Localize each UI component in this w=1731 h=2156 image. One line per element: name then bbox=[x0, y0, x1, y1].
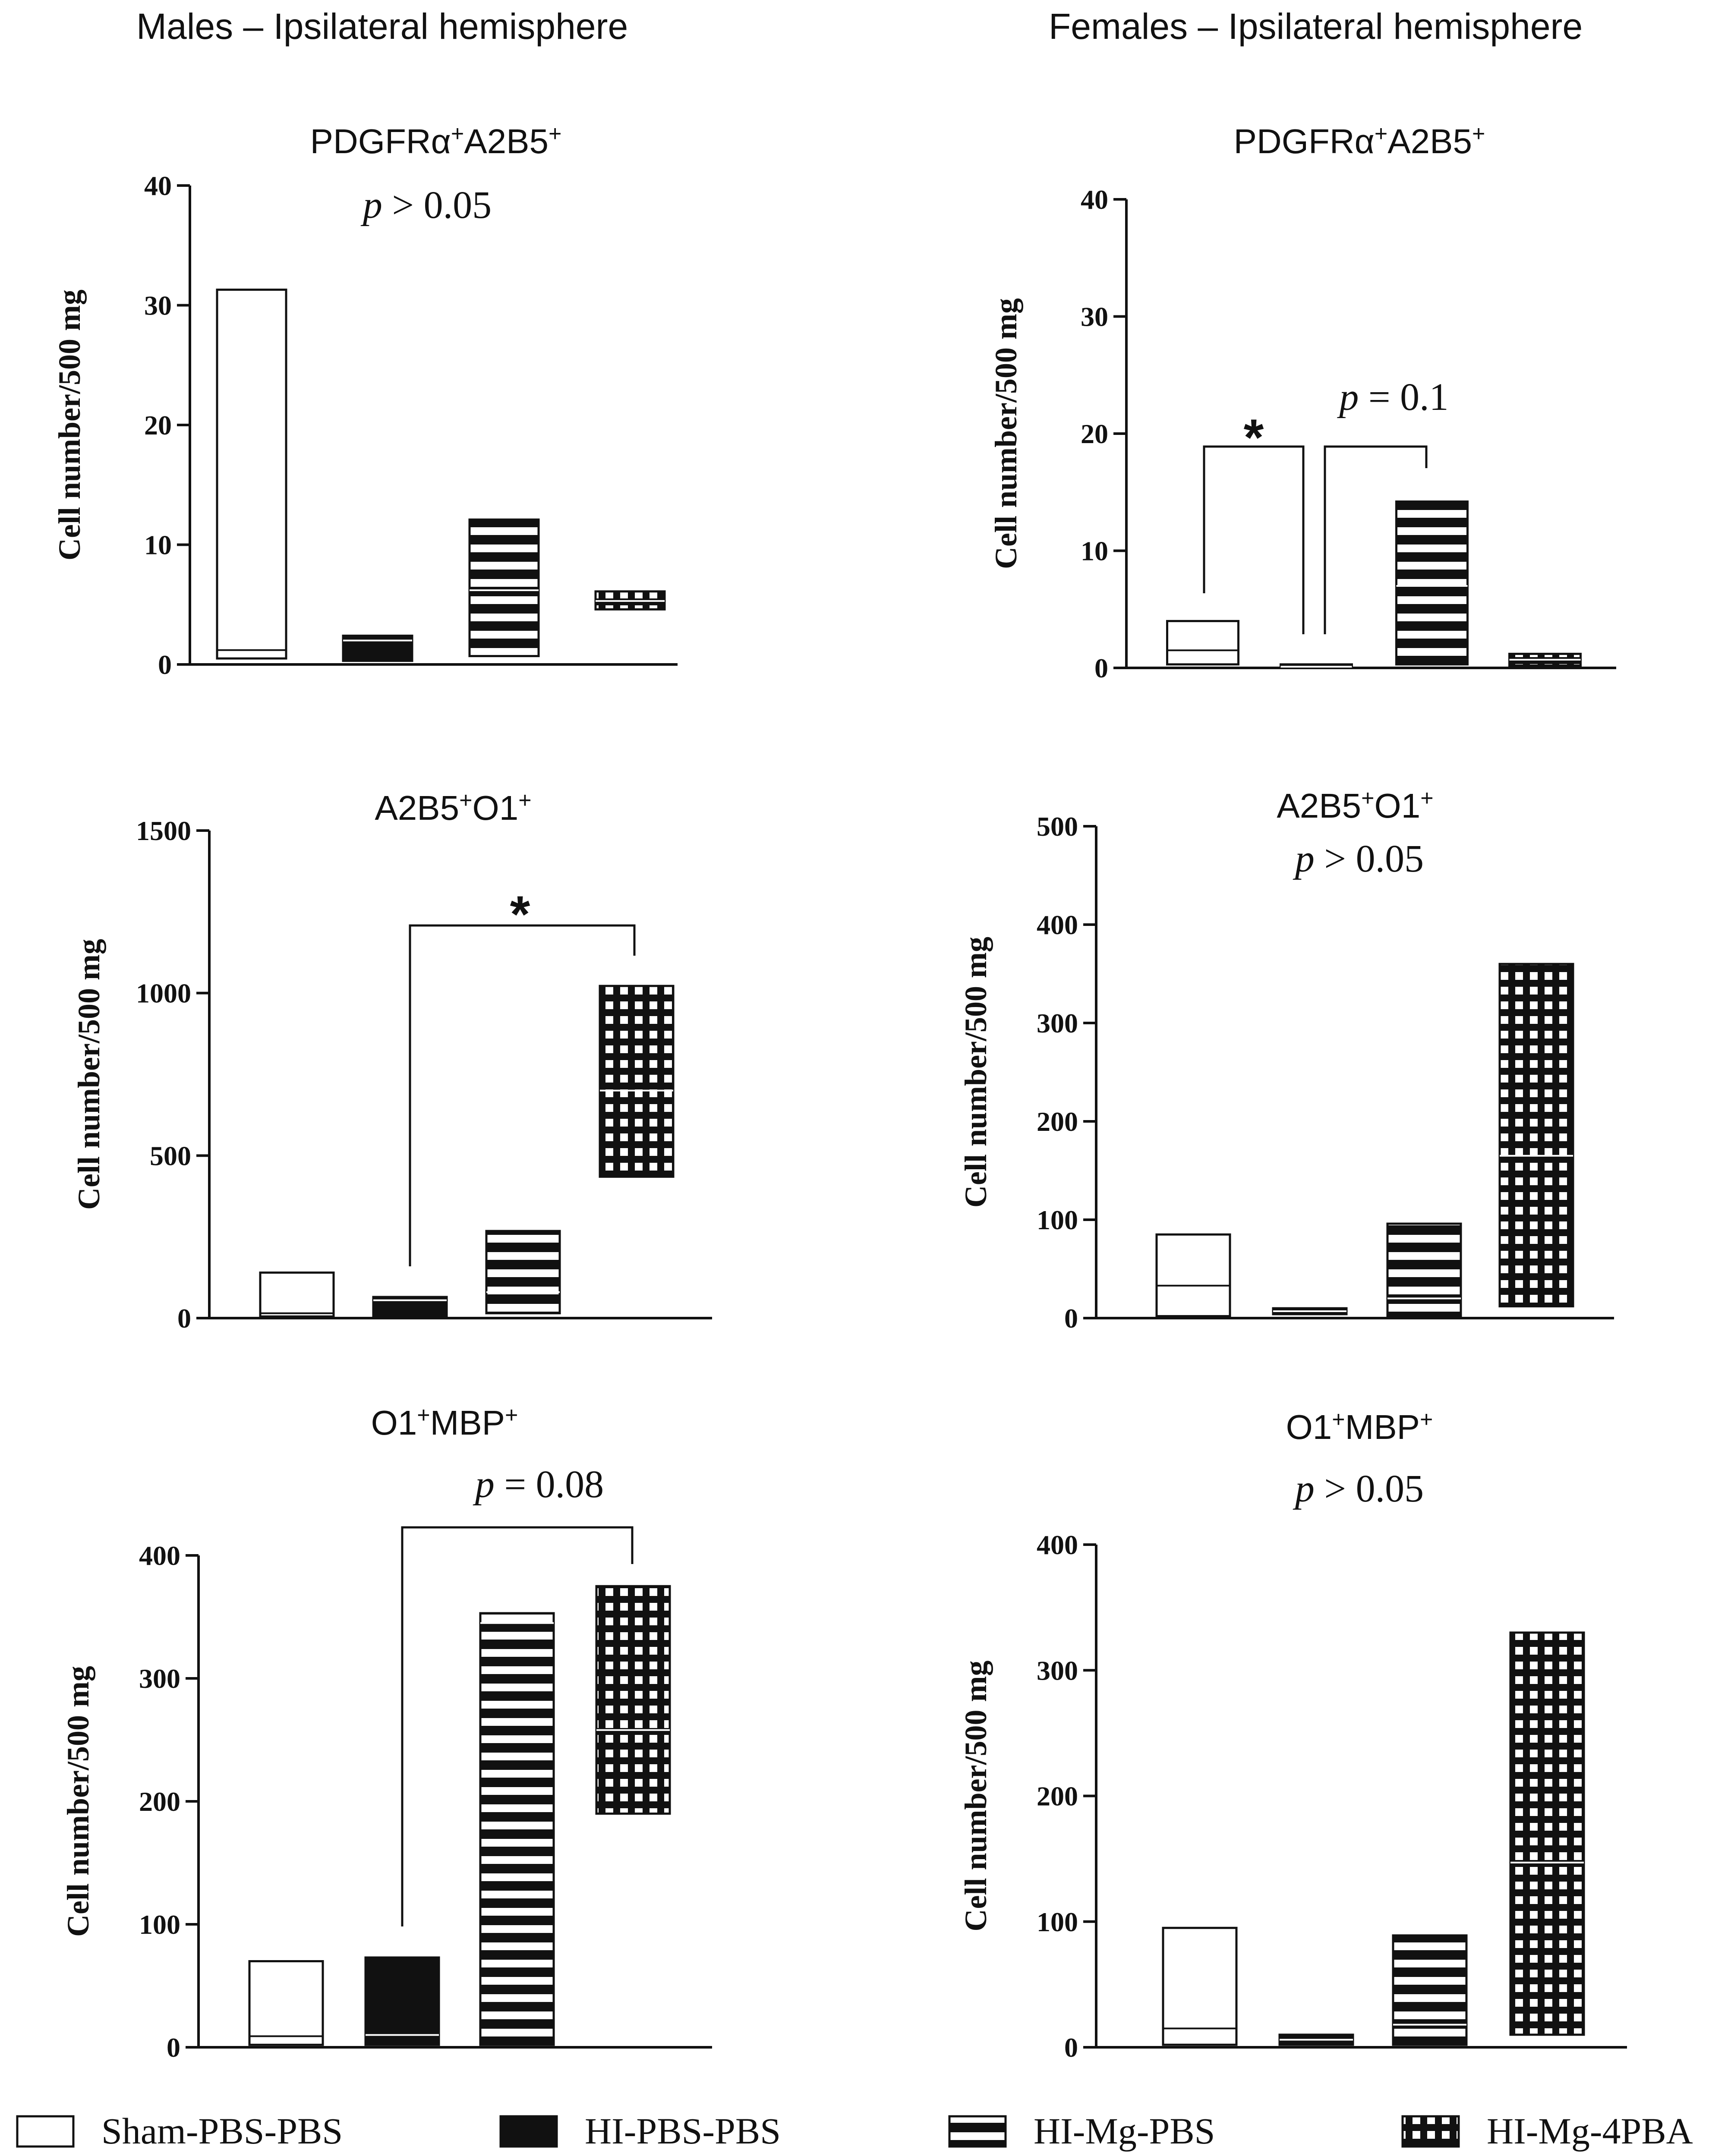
significance-bracket bbox=[1203, 445, 1305, 634]
panel-title: O1+MBP+ bbox=[1286, 1407, 1433, 1446]
y-tick-label: 40 bbox=[144, 170, 172, 201]
significance-bracket bbox=[409, 924, 636, 1266]
y-tick-label: 0 bbox=[1064, 1303, 1078, 1334]
bar-hi-mg-pbs bbox=[485, 1230, 561, 1315]
significance-bracket bbox=[401, 1526, 634, 1926]
y-tick-label: 400 bbox=[1037, 1530, 1078, 1560]
bar-hi-mg-pbs bbox=[479, 1612, 555, 2046]
y-tick-label: 300 bbox=[139, 1663, 180, 1694]
y-tick-label: 20 bbox=[144, 410, 172, 441]
stat-annotation: p = 0.1 bbox=[1337, 376, 1448, 419]
legend-label: HI-Mg-PBS bbox=[1034, 2110, 1215, 2152]
y-axis-label: Cell number/500 mg bbox=[959, 1661, 993, 1932]
legend-swatch bbox=[499, 2115, 558, 2148]
y-axis-label: Cell number/500 mg bbox=[989, 298, 1023, 569]
chart-panel-males-a2b5-o1: A2B5+O1+ 0 500 1000 1500 Cell number/500 mg * bbox=[72, 788, 712, 1334]
chart-panel-females-a2b5-o1: A2B5+O1+ 0 100 200 300 400 500 Cell number/500 … bbox=[959, 786, 1614, 1334]
stat-annotation: p = 0.08 bbox=[473, 1463, 604, 1506]
bar-sham-pbs-pbs bbox=[248, 1960, 324, 2046]
y-tick-label: 30 bbox=[144, 290, 172, 321]
bar-hi-mg-pbs bbox=[468, 518, 540, 658]
panel-title: A2B5+O1+ bbox=[375, 788, 531, 827]
stat-annotation: p > 0.05 bbox=[1293, 1467, 1424, 1510]
y-tick-label: 0 bbox=[1064, 2032, 1078, 2063]
y-tick-label: 400 bbox=[139, 1540, 180, 1571]
bar-hi-mg-4pba bbox=[595, 1585, 671, 1815]
y-tick-label: 30 bbox=[1081, 302, 1108, 332]
y-tick-label: 0 bbox=[167, 2032, 180, 2063]
bar-hi-mg-pbs bbox=[1395, 500, 1469, 666]
y-tick-label: 1000 bbox=[136, 978, 191, 1009]
y-tick-label: 10 bbox=[144, 530, 172, 560]
bar-sham-pbs-pbs bbox=[1155, 1233, 1231, 1317]
y-axis-label: Cell number/500 mg bbox=[959, 937, 993, 1208]
chart-panel-males-o1-mbp: O1+MBP+ 0 100 200 300 400 Cell number/500 mg p … bbox=[61, 1403, 712, 2063]
y-tick-label: 200 bbox=[139, 1786, 180, 1817]
bar-hi-pbs-pbs bbox=[364, 1956, 440, 2046]
legend-label: Sham-PBS-PBS bbox=[101, 2110, 343, 2152]
y-axis-label: Cell number/500 mg bbox=[52, 290, 87, 560]
bar-hi-mg-pbs bbox=[1392, 1934, 1468, 2046]
significance-star: * bbox=[1244, 409, 1264, 466]
legend-label: HI-Mg-4PBA bbox=[1487, 2110, 1693, 2152]
y-tick-label: 200 bbox=[1037, 1106, 1078, 1137]
y-tick-label: 40 bbox=[1081, 184, 1108, 215]
legend: Sham-PBS-PBS HI-PBS-PBS HI-Mg-PBS HI-Mg-4PB… bbox=[16, 2110, 1693, 2152]
males-header: Males – Ipsilateral hemisphere bbox=[136, 6, 628, 47]
bar-sham-pbs-pbs bbox=[216, 288, 287, 660]
panel-title: A2B5+O1+ bbox=[1277, 786, 1433, 825]
panel-title: PDGFRα+A2B5+ bbox=[1234, 121, 1485, 161]
y-tick-label: 500 bbox=[1037, 811, 1078, 842]
legend-item-hi-mg-4pba: HI-Mg-4PBA bbox=[1401, 2110, 1693, 2152]
y-tick-label: 100 bbox=[1037, 1907, 1078, 1937]
bar-hi-mg-pbs bbox=[1386, 1222, 1462, 1317]
y-tick-label: 500 bbox=[150, 1140, 191, 1171]
legend-swatch bbox=[16, 2115, 75, 2148]
chart-panel-males-pdgfra-a2b5: PDGFRα+A2B5+ 0 10 20 30 40 Cell number/500 mg p… bbox=[52, 121, 678, 680]
y-tick-label: 400 bbox=[1037, 910, 1078, 940]
legend-item-hi-pbs-pbs: HI-PBS-PBS bbox=[499, 2110, 781, 2152]
significance-bracket bbox=[1324, 445, 1428, 634]
bar-hi-mg-4pba bbox=[599, 985, 675, 1178]
legend-item-sham-pbs-pbs: Sham-PBS-PBS bbox=[16, 2110, 343, 2152]
y-tick-label: 100 bbox=[139, 1909, 180, 1940]
bar-sham-pbs-pbs bbox=[1162, 1926, 1238, 2046]
y-tick-label: 300 bbox=[1037, 1008, 1078, 1039]
y-tick-label: 0 bbox=[177, 1303, 191, 1334]
y-tick-label: 0 bbox=[1094, 653, 1108, 683]
y-tick-label: 200 bbox=[1037, 1781, 1078, 1812]
y-tick-label: 10 bbox=[1081, 536, 1108, 567]
legend-swatch bbox=[948, 2115, 1007, 2148]
chart-panels: PDGFRα+A2B5+ 0 10 20 30 40 Cell number/500 mg p… bbox=[52, 121, 1627, 2063]
stat-annotation: p > 0.05 bbox=[1293, 837, 1424, 880]
significance-star: * bbox=[510, 885, 530, 943]
bar-hi-mg-4pba bbox=[1509, 1631, 1585, 2036]
y-axis-label: Cell number/500 mg bbox=[72, 939, 106, 1210]
legend-item-hi-mg-pbs: HI-Mg-PBS bbox=[948, 2110, 1215, 2152]
chart-panel-females-o1-mbp: O1+MBP+ 0 100 200 300 400 Cell number/500 mg p … bbox=[959, 1407, 1627, 2063]
y-tick-label: 100 bbox=[1037, 1205, 1078, 1235]
chart-panel-females-pdgfra-a2b5: PDGFRα+A2B5+ 0 10 20 30 40 Cell number/500 mg *… bbox=[989, 121, 1616, 683]
bar-hi-pbs-pbs bbox=[342, 634, 413, 662]
y-tick-label: 20 bbox=[1081, 419, 1108, 449]
females-header: Females – Ipsilateral hemisphere bbox=[1049, 6, 1583, 47]
y-axis-label: Cell number/500 mg bbox=[61, 1666, 95, 1937]
panel-title: PDGFRα+A2B5+ bbox=[310, 121, 562, 161]
bar-sham-pbs-pbs bbox=[259, 1272, 335, 1318]
stat-annotation: p > 0.05 bbox=[360, 184, 492, 227]
y-tick-label: 300 bbox=[1037, 1655, 1078, 1686]
y-tick-label: 0 bbox=[158, 649, 172, 680]
bar-hi-mg-4pba bbox=[1498, 963, 1574, 1308]
bar-sham-pbs-pbs bbox=[1166, 620, 1239, 666]
legend-swatch bbox=[1401, 2115, 1460, 2148]
legend-label: HI-PBS-PBS bbox=[585, 2110, 781, 2152]
panel-title: O1+MBP+ bbox=[371, 1403, 518, 1442]
y-tick-label: 1500 bbox=[136, 815, 191, 846]
